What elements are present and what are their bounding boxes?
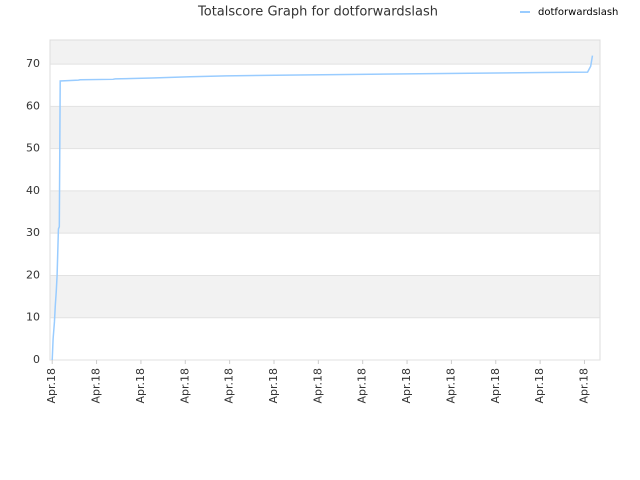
x-tick-label: Apr.18 xyxy=(533,368,546,404)
grid-band xyxy=(50,106,600,149)
legend-label: dotforwardslash xyxy=(538,7,618,18)
x-tick-label: Apr.18 xyxy=(178,368,191,404)
y-tick-label: 40 xyxy=(26,184,40,197)
y-tick-label: 50 xyxy=(26,142,40,155)
grid-band xyxy=(50,275,600,318)
x-tick-label: Apr.18 xyxy=(223,368,236,404)
y-tick-label: 0 xyxy=(33,353,40,366)
chart-title: Totalscore Graph for dotforwardslash xyxy=(197,5,438,20)
y-tick-label: 20 xyxy=(26,268,40,281)
grid-band xyxy=(50,190,600,234)
x-tick-label: Apr.18 xyxy=(90,368,103,404)
series-line xyxy=(51,55,594,361)
y-tick-label: 10 xyxy=(26,311,40,324)
x-tick-label: Apr.18 xyxy=(267,368,280,404)
x-tick-label: Apr.18 xyxy=(45,368,58,404)
x-tick-label: Apr.18 xyxy=(356,368,369,404)
x-tick-label: Apr.18 xyxy=(311,368,324,404)
x-tick-label: Apr.18 xyxy=(444,368,457,404)
grid-band xyxy=(50,40,600,65)
x-tick-label: Apr.18 xyxy=(134,368,147,404)
x-tick-label: Apr.18 xyxy=(489,368,502,404)
y-tick-label: 30 xyxy=(26,226,40,239)
y-tick-label: 60 xyxy=(26,99,40,112)
x-tick-label: Apr.18 xyxy=(577,368,590,404)
x-tick-label: Apr.18 xyxy=(400,368,413,404)
y-tick-label: 70 xyxy=(26,57,40,70)
